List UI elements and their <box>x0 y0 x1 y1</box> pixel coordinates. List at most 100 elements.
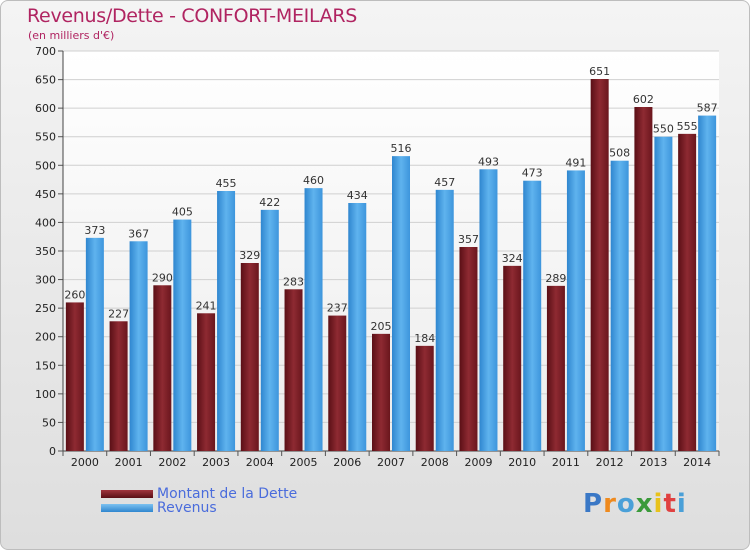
data-label-debt: 555 <box>677 120 698 133</box>
bar-debt <box>109 321 128 451</box>
x-tick-label: 2009 <box>464 456 492 469</box>
y-tick-label: 300 <box>35 274 56 287</box>
legend-swatch-debt <box>101 490 153 498</box>
x-tick-label: 2000 <box>71 456 99 469</box>
bar-debt <box>415 345 434 451</box>
data-label-debt: 651 <box>589 65 610 78</box>
data-label-revenue: 587 <box>697 102 718 115</box>
legend-swatch-revenue <box>101 504 153 512</box>
bar-revenue <box>698 115 717 452</box>
y-tick-label: 500 <box>35 159 56 172</box>
bar-revenue <box>304 188 323 451</box>
y-tick-label: 50 <box>42 416 56 429</box>
bar-revenue <box>610 160 629 451</box>
bar-debt <box>65 302 84 451</box>
bar-debt <box>678 133 697 451</box>
bar-revenue <box>392 156 410 451</box>
chart-subtitle: (en milliers d'€) <box>28 29 115 42</box>
bar-debt <box>328 315 347 451</box>
bar-revenue <box>260 209 279 451</box>
bar-debt <box>284 289 303 451</box>
data-label-debt: 241 <box>196 299 217 312</box>
data-label-revenue: 491 <box>565 156 586 169</box>
data-label-debt: 283 <box>283 275 304 288</box>
data-label-revenue: 516 <box>391 142 412 155</box>
x-tick-label: 2008 <box>421 456 449 469</box>
bar-debt <box>546 285 565 451</box>
x-tick-label: 2006 <box>333 456 361 469</box>
data-label-debt: 260 <box>64 288 85 301</box>
x-tick-label: 2014 <box>683 456 711 469</box>
data-label-debt: 205 <box>371 320 392 333</box>
brand-letter: i <box>676 489 687 519</box>
brand-letter: x <box>635 489 654 519</box>
x-tick-label: 2013 <box>639 456 667 469</box>
x-tick-label: 2005 <box>290 456 318 469</box>
bar-revenue <box>435 189 454 451</box>
y-tick-label: 200 <box>35 331 56 344</box>
x-tick-label: 2007 <box>377 456 405 469</box>
data-label-revenue: 457 <box>434 176 455 189</box>
bar-revenue <box>479 169 498 452</box>
bar-revenue <box>129 241 148 451</box>
data-label-revenue: 508 <box>609 147 630 160</box>
x-tick-label: 2004 <box>246 456 274 469</box>
data-label-revenue: 367 <box>128 227 149 240</box>
bar-debt <box>372 333 390 451</box>
legend-label-debt: Montant de la Dette <box>157 486 298 502</box>
y-tick-label: 0 <box>49 445 56 458</box>
data-label-revenue: 434 <box>347 189 368 202</box>
data-label-revenue: 405 <box>172 206 193 219</box>
bar-debt <box>634 107 653 451</box>
bar-revenue <box>348 203 367 451</box>
y-tick-label: 600 <box>35 102 56 115</box>
data-label-revenue: 422 <box>259 196 280 209</box>
x-tick-label: 2010 <box>508 456 536 469</box>
x-tick-label: 2002 <box>158 456 186 469</box>
y-tick-label: 450 <box>35 188 56 201</box>
brand-letter: o <box>616 489 636 519</box>
bar-revenue <box>85 237 104 451</box>
data-label-revenue: 460 <box>303 174 324 187</box>
data-label-debt: 357 <box>458 233 479 246</box>
data-label-debt: 237 <box>327 302 348 315</box>
bar-revenue <box>523 180 542 451</box>
bar-debt <box>153 285 172 451</box>
x-tick-label: 2011 <box>552 456 580 469</box>
x-tick-label: 2012 <box>596 456 624 469</box>
data-label-revenue: 493 <box>478 155 499 168</box>
x-tick-label: 2001 <box>115 456 143 469</box>
bar-debt <box>197 313 216 451</box>
y-tick-label: 400 <box>35 216 56 229</box>
data-label-revenue: 373 <box>84 224 105 237</box>
bar-revenue <box>566 170 585 451</box>
brand-letter: t <box>663 489 677 519</box>
y-tick-label: 550 <box>35 131 56 144</box>
y-tick-label: 650 <box>35 74 56 87</box>
bar-debt <box>459 247 478 451</box>
bar-debt <box>590 79 609 451</box>
chart-title: Revenus/Dette - CONFORT-MEILARS <box>27 5 358 27</box>
bar-debt <box>503 265 522 451</box>
brand-letter: i <box>653 489 664 519</box>
y-tick-label: 250 <box>35 302 56 315</box>
brand-letter: r <box>603 489 617 519</box>
y-tick-label: 100 <box>35 388 56 401</box>
y-tick-label: 150 <box>35 359 56 372</box>
bar-revenue <box>654 136 673 451</box>
bar-revenue <box>217 191 236 451</box>
data-label-debt: 290 <box>152 271 173 284</box>
data-label-debt: 329 <box>239 249 260 262</box>
y-tick-label: 350 <box>35 245 56 258</box>
data-label-revenue: 455 <box>216 177 237 190</box>
bar-debt <box>240 263 259 451</box>
data-label-debt: 602 <box>633 93 654 106</box>
y-tick-label: 700 <box>35 45 56 58</box>
proxiti-logo: Proxiti <box>583 489 687 519</box>
data-label-debt: 184 <box>414 332 435 345</box>
data-label-debt: 289 <box>545 272 566 285</box>
data-label-revenue: 550 <box>653 123 674 136</box>
data-label-debt: 324 <box>502 252 523 265</box>
